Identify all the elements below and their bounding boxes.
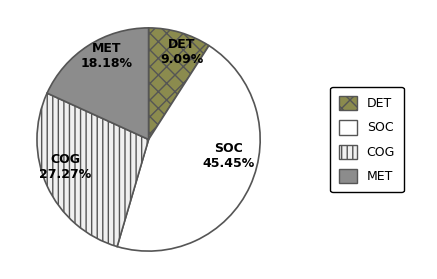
Text: SOC
45.45%: SOC 45.45% [203,142,255,170]
Wedge shape [37,93,149,247]
Text: COG
27.27%: COG 27.27% [39,153,91,181]
Legend: DET, SOC, COG, MET: DET, SOC, COG, MET [330,87,404,192]
Wedge shape [117,45,260,251]
Text: DET
9.09%: DET 9.09% [160,39,204,66]
Text: MET
18.18%: MET 18.18% [80,42,132,70]
Wedge shape [149,28,209,140]
Wedge shape [47,28,149,140]
